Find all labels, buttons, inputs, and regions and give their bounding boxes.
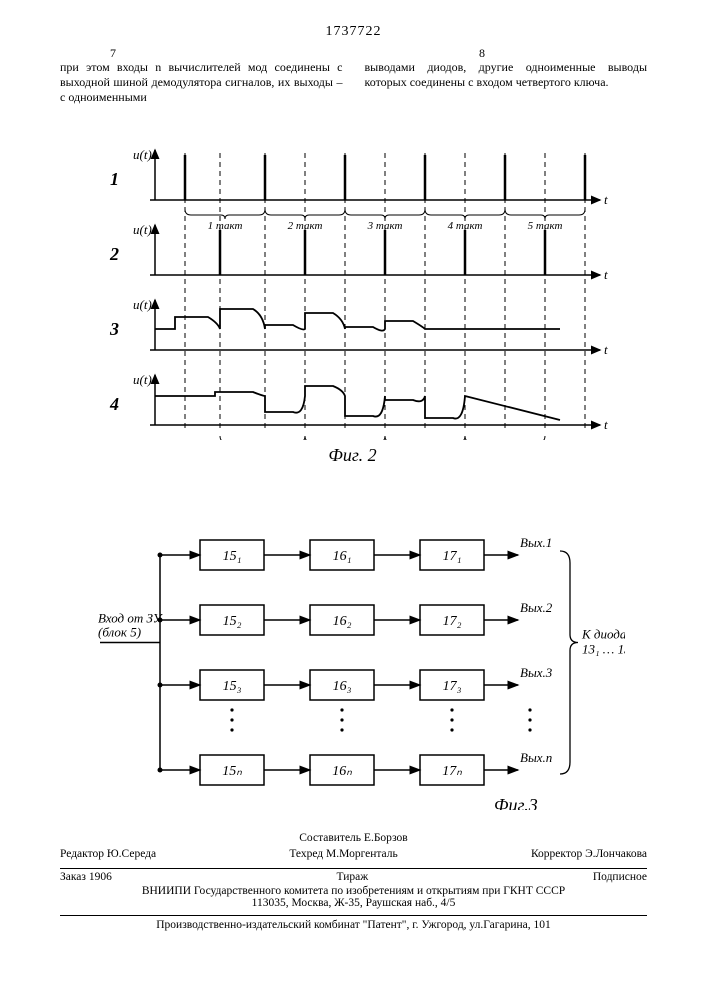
org2: Производственно-издательский комбинат "П… [60, 916, 647, 931]
svg-text:3: 3 [109, 319, 119, 339]
techred-name: М.Моргенталь [326, 848, 398, 860]
svg-text:t: t [604, 417, 608, 432]
org1: ВНИИПИ Государственного комитета по изоб… [60, 885, 647, 897]
claims-text: при этом входы n вычислителей мод соедин… [60, 60, 647, 105]
page-number-left: 7 [110, 46, 116, 61]
svg-text:17₃: 17₃ [443, 679, 462, 694]
svg-text:u(t): u(t) [133, 222, 152, 237]
figure-3-svg: Вход от ЗУ(блок 5) 15₁ 16₁ 17₁ Вых.1 15₂ 16₂ 17… [90, 520, 625, 810]
corrector-label: Корректор [531, 848, 582, 860]
svg-text:15₃: 15₃ [223, 679, 242, 694]
svg-text:u(t): u(t) [133, 372, 152, 387]
svg-text:16ₙ: 16ₙ [332, 764, 352, 779]
corrector-name: Э.Лончакова [585, 848, 647, 860]
compiler-label: Составитель [299, 832, 361, 844]
tirazh-label: Тираж [336, 871, 368, 883]
org1-addr: 113035, Москва, Ж-35, Раушская наб., 4/5 [60, 897, 647, 909]
figure-2-caption: Фиг. 2 [85, 445, 620, 466]
figure-2: u(t)t1u(t)t2u(t)t3u(t)t41 такт2 такт3 та… [85, 125, 620, 465]
compiler-name: Е.Борзов [364, 832, 408, 844]
svg-text:u(t): u(t) [133, 147, 152, 162]
svg-text:4: 4 [109, 394, 119, 414]
svg-text:t: t [604, 267, 608, 282]
svg-text:16₃: 16₃ [333, 679, 352, 694]
svg-text:17₂: 17₂ [443, 614, 462, 629]
svg-text:u(t): u(t) [133, 297, 152, 312]
svg-text:15₂: 15₂ [223, 614, 242, 629]
svg-text:Фиг.3: Фиг.3 [494, 795, 538, 810]
svg-text:17₁: 17₁ [443, 549, 462, 564]
svg-text:16₁: 16₁ [333, 549, 352, 564]
order-label: Заказ [60, 871, 86, 883]
sub-label: Подписное [593, 871, 647, 883]
svg-text:2: 2 [109, 244, 119, 264]
svg-text:17ₙ: 17ₙ [442, 764, 462, 779]
techred-label: Техред [289, 848, 323, 860]
svg-text:Вых.3: Вых.3 [520, 665, 553, 680]
colophon: Составитель Е.Борзов Редактор Ю.Середа Т… [60, 830, 647, 931]
page-number-right: 8 [479, 46, 485, 61]
svg-text:13₁ … 13ₙ: 13₁ … 13ₙ [582, 642, 625, 657]
svg-text:16₂: 16₂ [333, 614, 352, 629]
svg-text:15ₙ: 15ₙ [222, 764, 242, 779]
figure-2-svg: u(t)t1u(t)t2u(t)t3u(t)t41 такт2 такт3 та… [85, 125, 620, 440]
figure-3: Вход от ЗУ(блок 5) 15₁ 16₁ 17₁ Вых.1 15₂ 16₂ 17… [90, 520, 625, 810]
svg-text:1 такт: 1 такт [208, 220, 243, 232]
svg-text:t: t [604, 192, 608, 207]
claims-col-left: при этом входы n вычислителей мод соедин… [60, 60, 343, 105]
patent-page: 1737722 7 8 при этом входы n вычислителе… [0, 0, 707, 1000]
svg-text:Вых.1: Вых.1 [520, 535, 552, 550]
svg-text:Вход от ЗУ: Вход от ЗУ [98, 611, 164, 626]
svg-text:Вых.2: Вых.2 [520, 600, 553, 615]
svg-text:15₁: 15₁ [223, 549, 242, 564]
editor-name: Ю.Середа [107, 848, 156, 860]
document-number: 1737722 [0, 24, 707, 40]
svg-text:К диодам: К диодам [581, 627, 625, 642]
order-num: 1906 [89, 871, 112, 883]
svg-text:1: 1 [110, 169, 119, 189]
editor-label: Редактор [60, 848, 104, 860]
svg-text:(блок 5): (блок 5) [98, 625, 141, 640]
claims-col-right: выводами диодов, другие одноименные выво… [365, 60, 648, 105]
svg-text:Вых.n: Вых.n [520, 750, 552, 765]
svg-text:t: t [604, 342, 608, 357]
